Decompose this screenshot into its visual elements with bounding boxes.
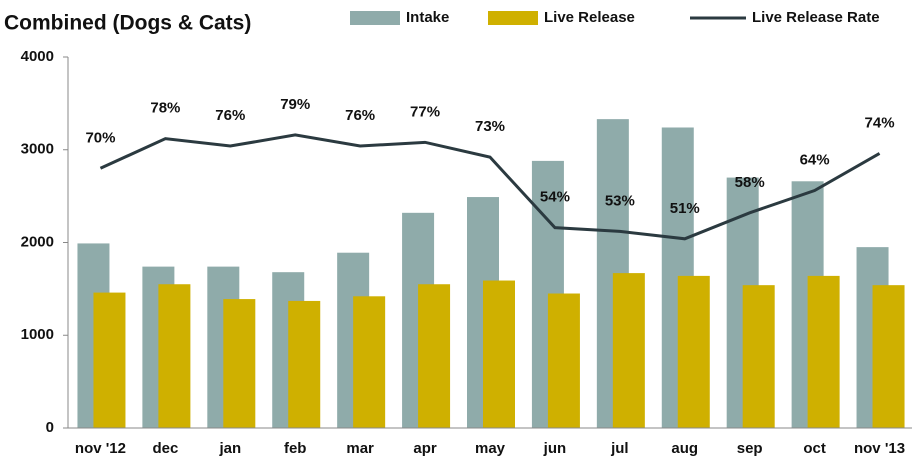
bar [807, 275, 840, 428]
x-tick-label: nov '13 [854, 440, 905, 457]
data-label: 73% [475, 118, 505, 135]
bar [547, 293, 580, 428]
x-tick-label: feb [284, 440, 307, 457]
bar [872, 285, 905, 428]
bar [677, 275, 710, 428]
x-tick-label: sep [737, 440, 763, 457]
data-label: 76% [215, 107, 245, 124]
bar [93, 292, 126, 428]
data-label: 79% [280, 96, 310, 113]
data-label: 64% [800, 152, 830, 169]
line [99, 133, 881, 241]
data-label: 76% [345, 107, 375, 124]
bar [418, 284, 451, 428]
data-label: 54% [540, 189, 570, 206]
legend-swatch [488, 11, 538, 25]
legend-label: Live Release Rate [752, 9, 880, 26]
legend-label: Live Release [544, 9, 635, 26]
x-tick-label: jun [543, 440, 567, 457]
y-tick-label: 3000 [21, 141, 54, 158]
x-tick-label: nov '12 [75, 440, 126, 457]
x-tick-label: may [475, 440, 506, 457]
data-label: 53% [605, 192, 635, 209]
x-tick-label: jan [218, 440, 241, 457]
x-tick-label: oct [803, 440, 826, 457]
data-label: 70% [85, 129, 115, 146]
data-label: 74% [865, 114, 895, 131]
x-tick-label: apr [413, 440, 437, 457]
x-tick-label: aug [671, 440, 698, 457]
data-label: 51% [670, 200, 700, 217]
y-tick-label: 1000 [21, 326, 54, 343]
bar [742, 285, 775, 428]
legend-swatch [350, 11, 400, 25]
y-tick-label: 0 [46, 419, 54, 436]
bar [158, 284, 191, 428]
bar [288, 300, 321, 428]
x-tick-label: dec [152, 440, 178, 457]
data-label: 77% [410, 103, 440, 120]
bar [483, 280, 515, 428]
x-tick-label: jul [610, 440, 629, 457]
data-label: 78% [150, 100, 180, 117]
bar [353, 296, 386, 428]
x-tick-label: mar [346, 440, 374, 457]
bar [612, 273, 645, 428]
legend-label: Intake [406, 9, 449, 26]
bar [223, 299, 256, 428]
y-tick-label: 2000 [21, 233, 54, 250]
chart-title: Combined (Dogs & Cats) [4, 12, 251, 35]
y-tick-label: 4000 [21, 48, 54, 65]
data-label: 58% [735, 174, 765, 191]
